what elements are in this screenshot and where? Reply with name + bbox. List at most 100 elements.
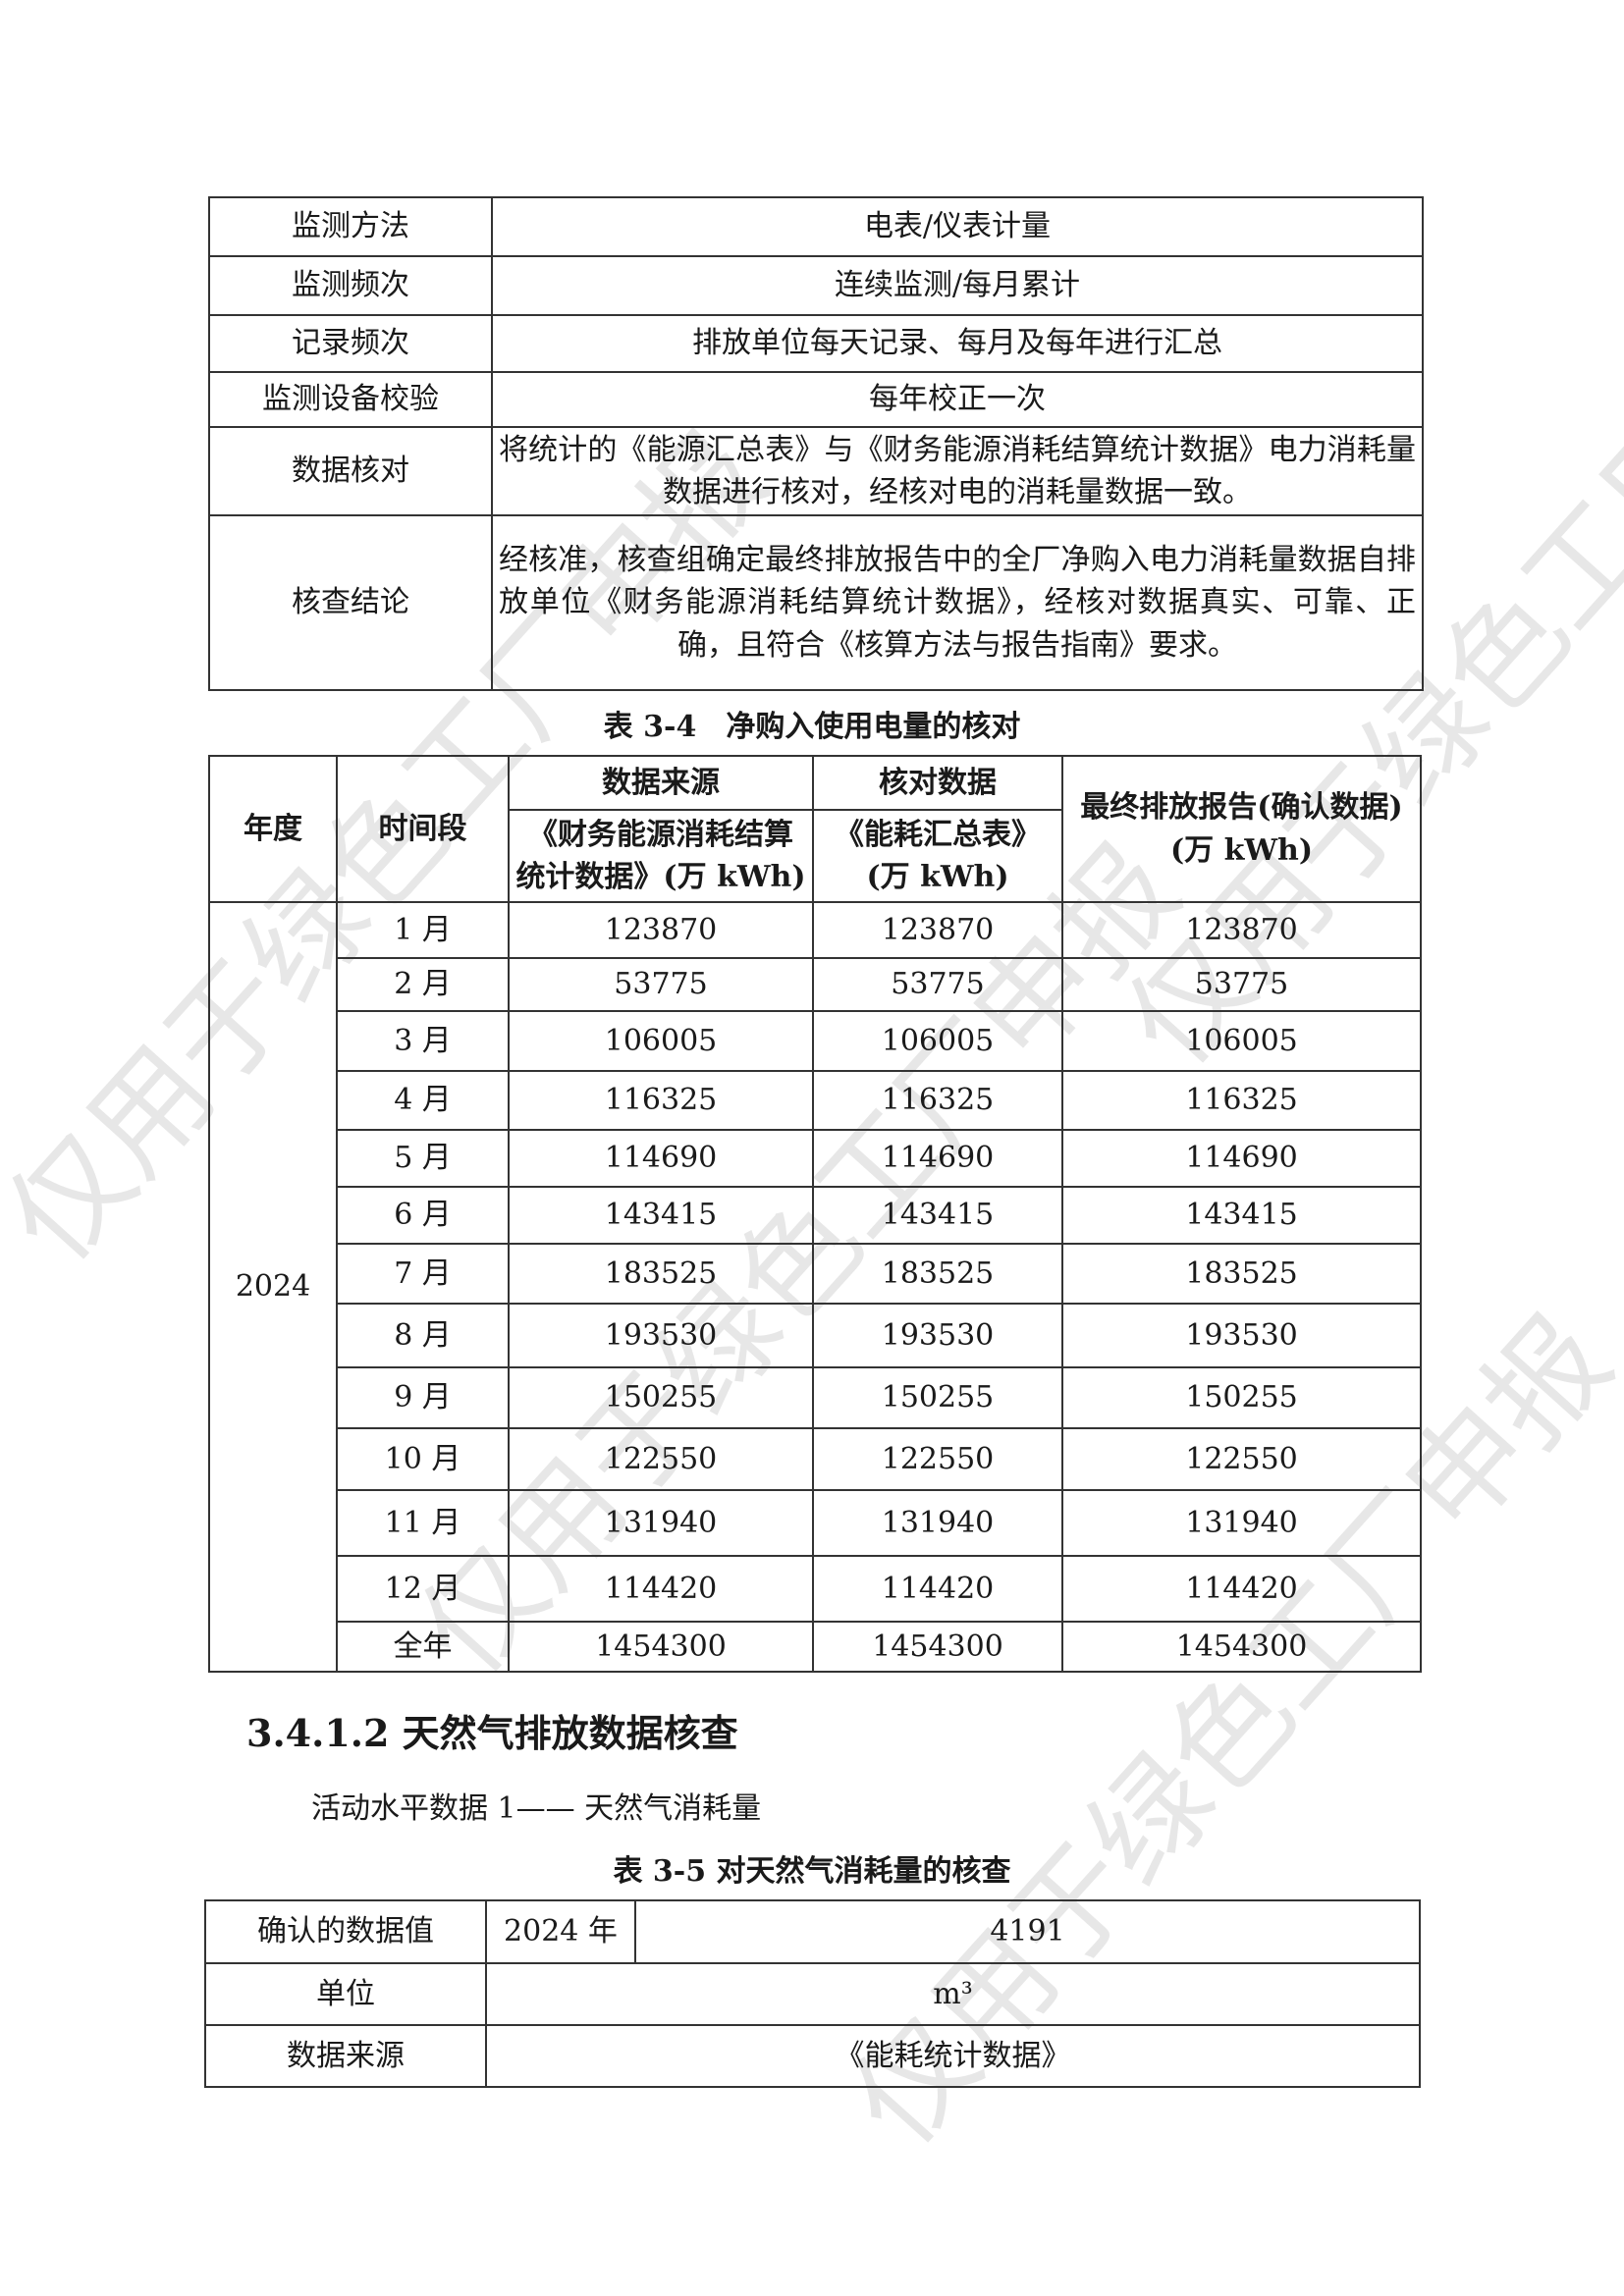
period-cell: 2 月	[336, 957, 510, 1012]
period-cell: 4 月	[336, 1070, 510, 1131]
header-year: 年度	[208, 755, 338, 903]
period-cell: 9 月	[336, 1366, 510, 1429]
row-label: 记录频次	[208, 314, 493, 373]
source-cell: 123870	[508, 901, 814, 959]
row-label: 监测频次	[208, 255, 493, 316]
source-cell: 143415	[508, 1186, 814, 1245]
table-row: 监测设备校验 每年校正一次	[208, 371, 1424, 428]
table-row: 2024 1 月 123870 123870 123870	[208, 901, 1422, 1673]
period-cell: 10 月	[336, 1427, 510, 1491]
table-row: 2 月 53775 53775 53775	[209, 957, 1422, 1012]
table-row: 3 月 106005 106005 106005	[209, 1010, 1422, 1072]
source-cell: 150255	[508, 1366, 814, 1429]
row-value: 将统计的《能源汇总表》与《财务能源消耗结算统计数据》电力消耗量数据进行核对，经核…	[491, 426, 1424, 516]
header-check: 《能耗汇总表》(万 kWh)	[812, 809, 1063, 903]
table-row: 核查结论 经核准，核查组确定最终排放报告中的全厂净购入电力消耗量数据自排放单位《财…	[208, 514, 1424, 691]
period-cell: 3 月	[336, 1010, 510, 1072]
source-cell: 53775	[508, 957, 814, 1012]
table-3-5-caption: 表 3-5 对天然气消耗量的核查	[613, 1854, 1011, 1889]
row-label: 核查结论	[208, 514, 493, 691]
table-row: 6 月 143415 143415 143415	[209, 1186, 1422, 1245]
monitoring-table: 监测方法 电表/仪表计量 监测频次 连续监测/每月累计 记录频次 排放单位每天记录、每月及…	[208, 196, 1424, 691]
unit-label: 单位	[204, 1962, 487, 2026]
final-cell: 116325	[1061, 1070, 1422, 1131]
source-label: 数据来源	[204, 2024, 487, 2088]
final-cell: 143415	[1061, 1186, 1422, 1245]
period-cell: 6 月	[336, 1186, 510, 1245]
section-subtitle: 活动水平数据 1—— 天然气消耗量	[311, 1791, 762, 1826]
source-cell: 1454300	[508, 1621, 814, 1673]
table-row: 4 月 116325 116325 116325	[209, 1070, 1422, 1131]
check-cell: 1454300	[812, 1621, 1063, 1673]
header-check-group: 核对数据	[812, 755, 1063, 811]
source-cell: 106005	[508, 1010, 814, 1072]
final-cell: 106005	[1061, 1010, 1422, 1072]
source-cell: 131940	[508, 1489, 814, 1557]
section-heading: 3.4.1.2 天然气排放数据核查	[246, 1711, 738, 1755]
check-cell: 193530	[812, 1303, 1063, 1368]
confirmed-value: 4191	[634, 1899, 1421, 1964]
check-cell: 183525	[812, 1243, 1063, 1305]
source-cell: 114690	[508, 1129, 814, 1188]
period-cell: 7 月	[336, 1243, 510, 1305]
final-cell: 53775	[1061, 957, 1422, 1012]
check-cell: 123870	[812, 901, 1063, 959]
electricity-table: 年度 时间段 数据来源 核对数据 最终排放报告(确认数据)(万 kWh) 《财务…	[208, 755, 1422, 1673]
unit-value: m³	[485, 1962, 1421, 2026]
table-row: 8 月 193530 193530 193530	[209, 1303, 1422, 1368]
source-cell: 193530	[508, 1303, 814, 1368]
check-cell: 122550	[812, 1427, 1063, 1491]
source-cell: 183525	[508, 1243, 814, 1305]
table-row: 监测频次 连续监测/每月累计	[208, 255, 1424, 316]
final-cell: 114420	[1061, 1555, 1422, 1623]
header-source: 《财务能源消耗结算统计数据》(万 kWh)	[508, 809, 814, 903]
period-cell: 12 月	[336, 1555, 510, 1623]
final-cell: 193530	[1061, 1303, 1422, 1368]
source-value: 《能耗统计数据》	[485, 2024, 1421, 2088]
period-cell: 5 月	[336, 1129, 510, 1188]
check-cell: 143415	[812, 1186, 1063, 1245]
table-row: 7 月 183525 183525 183525	[209, 1243, 1422, 1305]
confirmed-year: 2024 年	[485, 1899, 636, 1964]
final-cell: 1454300	[1061, 1621, 1422, 1673]
confirmed-label: 确认的数据值	[204, 1899, 487, 1964]
check-cell: 53775	[812, 957, 1063, 1012]
row-value: 电表/仪表计量	[491, 196, 1424, 257]
row-label: 监测设备校验	[208, 371, 493, 428]
source-cell: 114420	[508, 1555, 814, 1623]
year-cell: 2024	[208, 901, 338, 1673]
final-cell: 122550	[1061, 1427, 1422, 1491]
header-period: 时间段	[336, 755, 510, 903]
table-row: 5 月 114690 114690 114690	[209, 1129, 1422, 1188]
final-cell: 114690	[1061, 1129, 1422, 1188]
period-cell: 全年	[336, 1621, 510, 1673]
row-value: 每年校正一次	[491, 371, 1424, 428]
check-cell: 150255	[812, 1366, 1063, 1429]
check-cell: 114420	[812, 1555, 1063, 1623]
final-cell: 150255	[1061, 1366, 1422, 1429]
check-cell: 116325	[812, 1070, 1063, 1131]
header-final: 最终排放报告(确认数据)(万 kWh)	[1061, 755, 1422, 903]
row-label: 监测方法	[208, 196, 493, 257]
period-cell: 11 月	[336, 1489, 510, 1557]
final-cell: 131940	[1061, 1489, 1422, 1557]
table-row: 记录频次 排放单位每天记录、每月及每年进行汇总	[208, 314, 1424, 373]
source-cell: 116325	[508, 1070, 814, 1131]
table-row: 数据核对 将统计的《能源汇总表》与《财务能源消耗结算统计数据》电力消耗量数据进行核…	[208, 426, 1424, 516]
header-source-group: 数据来源	[508, 755, 814, 811]
check-cell: 114690	[812, 1129, 1063, 1188]
row-value: 连续监测/每月累计	[491, 255, 1424, 316]
check-cell: 106005	[812, 1010, 1063, 1072]
table-row: 监测方法 电表/仪表计量	[208, 196, 1424, 257]
final-cell: 123870	[1061, 901, 1422, 959]
table-row: 10 月 122550 122550 122550	[209, 1427, 1422, 1491]
table-row: 9 月 150255 150255 150255	[209, 1366, 1422, 1429]
table-3-4-caption: 表 3-4 净购入使用电量的核对	[603, 710, 1021, 744]
row-label: 数据核对	[208, 426, 493, 516]
final-cell: 183525	[1061, 1243, 1422, 1305]
table-row: 12 月 114420 114420 114420	[209, 1555, 1422, 1623]
period-cell: 1 月	[336, 901, 510, 959]
row-value: 经核准，核查组确定最终排放报告中的全厂净购入电力消耗量数据自排放单位《财务能源消…	[491, 514, 1424, 691]
check-cell: 131940	[812, 1489, 1063, 1557]
period-cell: 8 月	[336, 1303, 510, 1368]
